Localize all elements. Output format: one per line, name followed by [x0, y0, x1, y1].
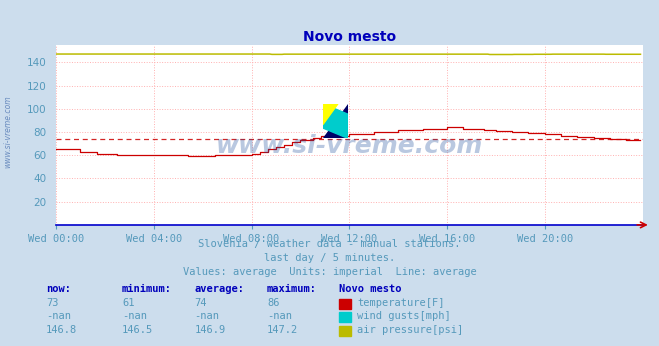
Text: 61: 61 — [122, 298, 134, 308]
Text: air pressure[psi]: air pressure[psi] — [357, 325, 463, 335]
Text: 147.2: 147.2 — [267, 325, 298, 335]
Text: minimum:: minimum: — [122, 284, 172, 294]
Text: 146.8: 146.8 — [46, 325, 77, 335]
Text: Novo mesto: Novo mesto — [339, 284, 402, 294]
Title: Novo mesto: Novo mesto — [302, 30, 396, 44]
Text: www.si-vreme.com: www.si-vreme.com — [3, 95, 13, 168]
Text: Slovenia / weather data - manual stations.: Slovenia / weather data - manual station… — [198, 239, 461, 249]
Polygon shape — [323, 104, 348, 138]
Text: -nan: -nan — [194, 311, 219, 321]
Text: -nan: -nan — [267, 311, 292, 321]
Text: -nan: -nan — [122, 311, 147, 321]
Text: wind gusts[mph]: wind gusts[mph] — [357, 311, 451, 321]
Text: now:: now: — [46, 284, 71, 294]
Text: 146.9: 146.9 — [194, 325, 225, 335]
Text: maximum:: maximum: — [267, 284, 317, 294]
Text: 86: 86 — [267, 298, 279, 308]
Text: 74: 74 — [194, 298, 207, 308]
Text: 73: 73 — [46, 298, 59, 308]
Text: average:: average: — [194, 284, 244, 294]
Text: 146.5: 146.5 — [122, 325, 153, 335]
Text: Values: average  Units: imperial  Line: average: Values: average Units: imperial Line: av… — [183, 267, 476, 277]
Text: -nan: -nan — [46, 311, 71, 321]
Text: temperature[F]: temperature[F] — [357, 298, 445, 308]
Polygon shape — [323, 104, 338, 125]
Text: www.si-vreme.com: www.si-vreme.com — [215, 134, 483, 158]
Text: last day / 5 minutes.: last day / 5 minutes. — [264, 253, 395, 263]
Polygon shape — [323, 104, 348, 138]
